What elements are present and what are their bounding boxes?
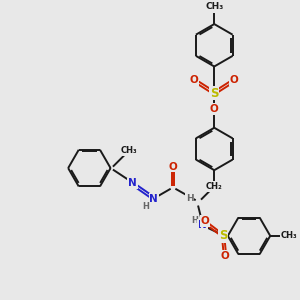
Text: O: O bbox=[210, 104, 219, 114]
Text: H: H bbox=[191, 216, 198, 225]
Text: CH₃: CH₃ bbox=[205, 2, 224, 11]
Text: H: H bbox=[186, 194, 194, 203]
Text: O: O bbox=[230, 75, 239, 85]
Text: N: N bbox=[198, 220, 207, 230]
Text: S: S bbox=[219, 230, 227, 242]
Text: CH₃: CH₃ bbox=[121, 146, 137, 155]
Text: N: N bbox=[149, 194, 158, 204]
Text: O: O bbox=[169, 162, 177, 172]
Text: H: H bbox=[142, 202, 149, 211]
Text: CH₂: CH₂ bbox=[206, 182, 223, 191]
Text: O: O bbox=[200, 216, 209, 226]
Text: S: S bbox=[210, 86, 218, 100]
Text: N: N bbox=[128, 178, 137, 188]
Text: O: O bbox=[220, 251, 229, 261]
Text: CH₃: CH₃ bbox=[280, 231, 297, 240]
Text: O: O bbox=[190, 75, 199, 85]
